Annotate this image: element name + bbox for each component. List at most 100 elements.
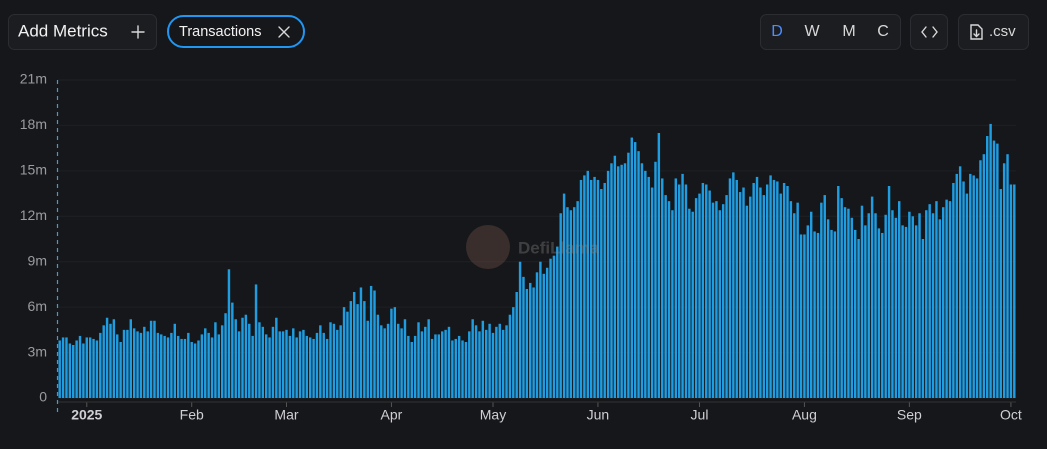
bar: [881, 232, 884, 398]
bar: [925, 210, 928, 398]
bar: [948, 201, 952, 398]
bar: [143, 326, 146, 398]
bar: [85, 337, 88, 398]
bar: [765, 184, 769, 398]
bar: [187, 332, 190, 398]
bar: [843, 207, 847, 398]
x-tick-label: Oct: [1000, 407, 1022, 423]
bar: [958, 166, 962, 398]
period-option[interactable]: C: [877, 23, 889, 40]
bar: [583, 175, 586, 398]
bar: [102, 325, 105, 398]
bar: [285, 329, 288, 398]
bar: [336, 329, 339, 398]
bar: [732, 172, 735, 398]
bar: [772, 179, 776, 398]
bar: [986, 136, 989, 398]
bar: [589, 179, 593, 398]
bar: [793, 213, 796, 398]
bar: [393, 307, 397, 398]
bar: [606, 170, 610, 398]
bar: [413, 335, 417, 398]
x-tick-label: May: [480, 407, 506, 423]
bar: [813, 231, 816, 398]
period-option[interactable]: W: [804, 23, 820, 40]
bar: [552, 255, 556, 398]
bar: [380, 325, 383, 398]
bar: [295, 337, 298, 398]
bar: [650, 187, 654, 398]
bar: [292, 328, 295, 398]
bar: [969, 173, 972, 398]
bar: [146, 331, 149, 398]
bar: [315, 332, 319, 398]
bar: [508, 314, 512, 398]
bar: [173, 323, 177, 398]
bar: [891, 210, 894, 398]
bar: [857, 239, 860, 398]
y-tick-label: 9m: [28, 252, 47, 268]
x-tick-label: 2025: [71, 407, 102, 423]
bar: [170, 332, 173, 398]
bar: [711, 202, 715, 398]
bar: [119, 341, 122, 398]
metric-chip-label[interactable]: Transactions: [179, 24, 261, 40]
bar: [501, 329, 505, 398]
bar: [112, 319, 116, 398]
bar: [498, 323, 501, 398]
bar: [755, 176, 759, 398]
bar: [529, 282, 532, 398]
bar: [241, 317, 244, 398]
bar: [166, 337, 170, 398]
metric-chip[interactable]: Transactions: [167, 15, 305, 48]
bar: [65, 337, 68, 398]
csv-button[interactable]: .csv: [958, 14, 1029, 50]
period-option[interactable]: D: [771, 23, 783, 40]
bar: [129, 319, 132, 398]
bar: [109, 323, 112, 398]
bar: [677, 184, 681, 398]
bar: [952, 182, 955, 398]
bar: [278, 331, 281, 398]
bar: [603, 182, 606, 398]
bar: [576, 201, 579, 398]
bar: [512, 307, 515, 398]
bar: [454, 338, 457, 398]
bar: [613, 155, 617, 398]
bar: [363, 301, 366, 398]
bar: [867, 213, 870, 398]
bar: [325, 338, 329, 398]
bar: [823, 195, 826, 398]
bar: [400, 328, 403, 398]
y-tick-label: 6m: [28, 298, 47, 314]
bar: [58, 340, 61, 398]
embed-button[interactable]: [910, 14, 948, 50]
x-tick-label: Feb: [180, 407, 204, 423]
bar: [542, 273, 545, 398]
bar: [163, 335, 166, 398]
bar: [139, 332, 143, 398]
bar: [231, 302, 234, 398]
bar: [928, 204, 931, 398]
bar: [251, 335, 254, 398]
bar: [183, 338, 187, 398]
add-metrics-button[interactable]: Add Metrics: [8, 14, 157, 50]
bar: [705, 184, 708, 398]
bar: [617, 166, 620, 398]
bar: [444, 329, 447, 398]
bar: [72, 345, 75, 398]
bar: [738, 192, 742, 398]
add-metrics-label[interactable]: Add Metrics: [18, 21, 108, 40]
bar: [735, 179, 738, 398]
bar: [698, 193, 701, 398]
bar: [376, 314, 380, 398]
period-option[interactable]: M: [842, 23, 855, 40]
bar: [573, 207, 576, 398]
bar: [816, 232, 820, 398]
bar: [938, 219, 942, 398]
csv-label[interactable]: .csv: [989, 23, 1016, 40]
bar: [962, 181, 965, 398]
bar: [979, 160, 982, 398]
bar: [281, 331, 285, 398]
